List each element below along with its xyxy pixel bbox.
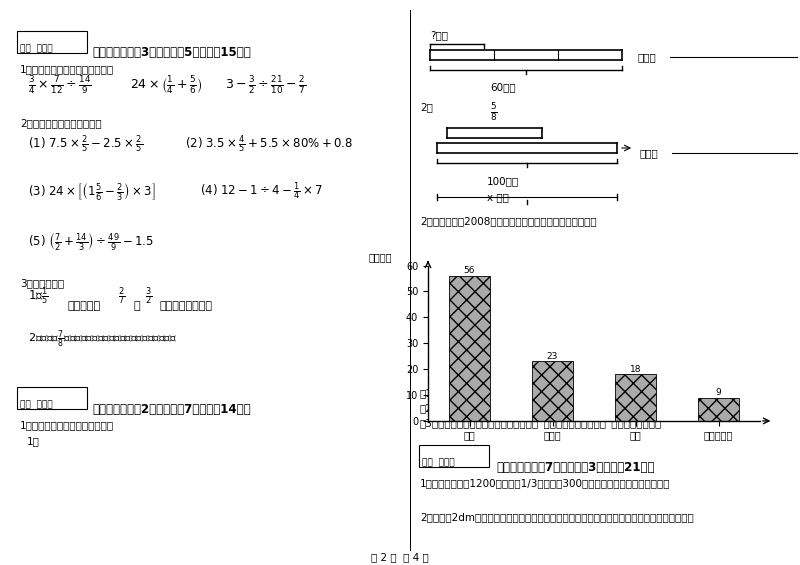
Text: 四、计算题（关3小题，每题5分，共计15分）: 四、计算题（关3小题，每题5分，共计15分）: [92, 46, 250, 59]
Text: ?千克: ?千克: [430, 30, 448, 40]
Text: 列式：: 列式：: [637, 52, 656, 62]
Text: 9: 9: [716, 388, 722, 397]
Text: 单位：票: 单位：票: [368, 253, 392, 262]
Text: 1．仓库里有大簼1200袋，运走1/3，又运来300袋，运来的是运走的几分之几？: 1．仓库里有大簼1200袋，运走1/3，又运来300袋，运来的是运走的几分之几？: [420, 478, 670, 488]
Text: $3 - \frac{3}{2} \div \frac{21}{10} - \frac{2}{7}$: $3 - \frac{3}{2} \div \frac{21}{10} - \f…: [225, 75, 306, 97]
Bar: [698, 398, 739, 421]
Text: 的积，差是多少？: 的积，差是多少？: [160, 301, 213, 311]
Text: 56: 56: [464, 266, 475, 275]
Text: $(4)\ 12-1\div4-\frac{1}{4}\times7$: $(4)\ 12-1\div4-\frac{1}{4}\times7$: [200, 181, 323, 202]
Text: 3．列式计算：: 3．列式计算：: [20, 278, 64, 288]
Text: 六、应用题（关7小题，每题3分，共计21分）: 六、应用题（关7小题，每题3分，共计21分）: [496, 461, 654, 474]
Text: $\frac{3}{4} \times \frac{7}{12} \div \frac{14}{9}$: $\frac{3}{4} \times \frac{7}{12} \div \f…: [28, 75, 92, 97]
Bar: [449, 276, 490, 421]
Text: 100千米: 100千米: [487, 176, 519, 186]
Text: （1）四个中办城市的得票总数是______票。: （1）四个中办城市的得票总数是______票。: [420, 388, 558, 399]
Text: （2）北京得______票，占得票总数的______%。: （2）北京得______票，占得票总数的______%。: [420, 403, 587, 414]
Text: 得分  评卷人: 得分 评卷人: [422, 458, 454, 467]
Text: $\frac{5}{8}$: $\frac{5}{8}$: [490, 102, 498, 123]
Text: $\frac{3}{2}$: $\frac{3}{2}$: [145, 285, 152, 307]
Text: x 千米: x 千米: [487, 192, 509, 202]
FancyBboxPatch shape: [17, 31, 87, 53]
Text: $\frac{2}{7}$: $\frac{2}{7}$: [118, 285, 126, 307]
Text: 2、甲数的$\frac{7}{8}$和乙数相等，甲数和乙数的比的比值是多少？: 2、甲数的$\frac{7}{8}$和乙数相等，甲数和乙数的比的比值是多少？: [28, 328, 177, 350]
Text: （3）投票结果一出来，报纸、电视都说：“北京得票是数遥遥领先”，为什么这样说？: （3）投票结果一出来，报纸、电视都说：“北京得票是数遥遥领先”，为什么这样说？: [420, 418, 662, 428]
Text: 2．计算，能简算写出过程。: 2．计算，能简算写出过程。: [20, 118, 102, 128]
Text: $(2)\ 3.5\times\frac{4}{5}+5.5\times80\%+0.8$: $(2)\ 3.5\times\frac{4}{5}+5.5\times80\%…: [185, 133, 353, 155]
FancyBboxPatch shape: [419, 445, 489, 467]
Text: 1、$\frac{1}{5}$: 1、$\frac{1}{5}$: [28, 285, 49, 307]
Text: 得分  评卷人: 得分 评卷人: [20, 400, 53, 409]
Text: 60千克: 60千克: [490, 82, 516, 92]
Bar: [532, 362, 574, 421]
Text: 2．下面是申报2008年奥运会主办城市的得票情况统计图。: 2．下面是申报2008年奥运会主办城市的得票情况统计图。: [420, 216, 597, 226]
Text: 列式：: 列式：: [640, 148, 658, 158]
Text: $(5)\ \left(\frac{7}{2}+\frac{14}{3}\right)\div\frac{49}{9}-1.5$: $(5)\ \left(\frac{7}{2}+\frac{14}{3}\rig…: [28, 231, 154, 251]
Text: 与: 与: [133, 301, 140, 311]
Text: 第 2 页  共 4 页: 第 2 页 共 4 页: [371, 552, 429, 562]
Text: $(3)\ 24\times\left[\left(1\frac{5}{6}-\frac{2}{3}\right)\times3\right]$: $(3)\ 24\times\left[\left(1\frac{5}{6}-\…: [28, 180, 155, 202]
Text: 18: 18: [630, 364, 642, 373]
Text: 23: 23: [547, 351, 558, 360]
Text: 1．看图列算式或方程，不计算：: 1．看图列算式或方程，不计算：: [20, 420, 114, 430]
Text: 1．: 1．: [27, 436, 40, 446]
FancyBboxPatch shape: [17, 387, 87, 409]
Text: 的倒数减去: 的倒数减去: [68, 301, 101, 311]
Text: $24 \times \left(\frac{1}{4} + \frac{5}{6}\right)$: $24 \times \left(\frac{1}{4} + \frac{5}{…: [130, 75, 202, 97]
Text: 2．在边长2dm的正方形内（如图）画一个最大的圆，并用字母标出圆的圆心和半径，然后计算: 2．在边长2dm的正方形内（如图）画一个最大的圆，并用字母标出圆的圆心和半径，然…: [420, 512, 694, 522]
Text: 五、综合题（关2小题，每题7分，共计14分）: 五、综合题（关2小题，每题7分，共计14分）: [92, 403, 250, 416]
Bar: [614, 374, 656, 421]
Text: 得分  评卷人: 得分 评卷人: [20, 44, 53, 53]
Text: 1．下面各题怎样简便就怎样算。: 1．下面各题怎样简便就怎样算。: [20, 64, 114, 74]
Text: 2．: 2．: [420, 102, 433, 112]
Text: $(1)\ 7.5\times\frac{2}{5}-2.5\times\frac{2}{5}$: $(1)\ 7.5\times\frac{2}{5}-2.5\times\fra…: [28, 133, 143, 155]
